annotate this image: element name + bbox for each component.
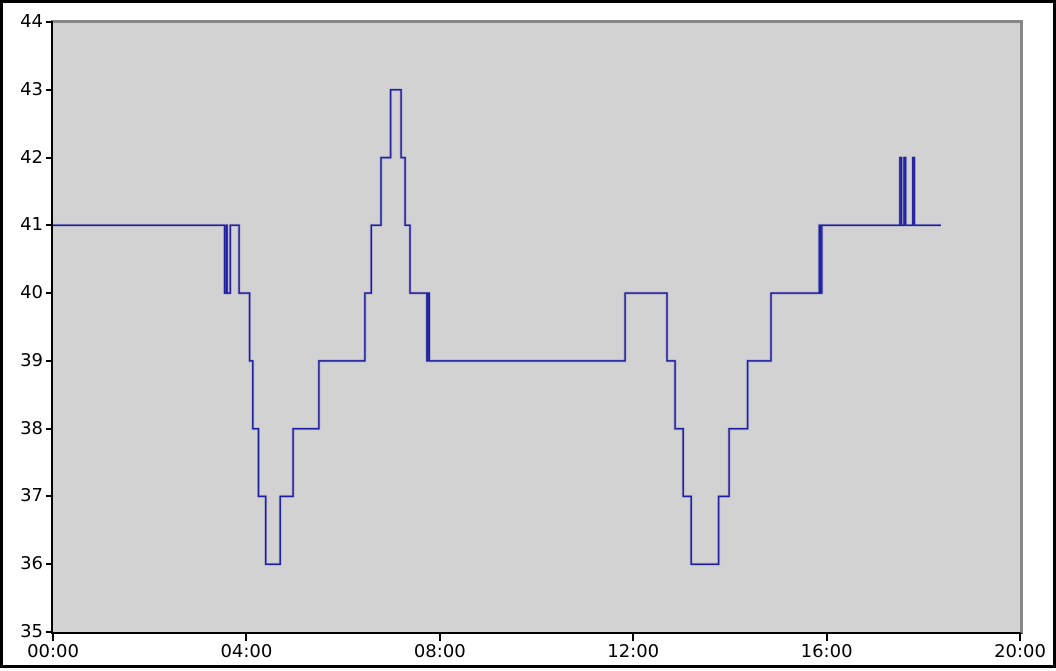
x-axis-tick xyxy=(1019,634,1021,641)
x-axis-tick xyxy=(245,634,248,641)
y-axis-tick xyxy=(46,224,53,227)
y-axis-tick xyxy=(46,427,53,430)
y-axis-tick xyxy=(46,631,53,633)
y-axis-tick-label: 37 xyxy=(20,485,43,507)
y-axis-tick-label: 41 xyxy=(20,214,43,236)
y-axis-tick-label: 42 xyxy=(20,146,43,168)
x-axis-tick xyxy=(52,634,54,641)
y-axis-tick xyxy=(46,88,53,91)
y-axis-tick xyxy=(46,495,53,498)
y-axis-tick-label: 43 xyxy=(20,78,43,100)
x-axis-tick xyxy=(825,634,828,641)
x-axis-tick-label: 12:00 xyxy=(607,641,660,662)
y-axis-tick-label: 38 xyxy=(20,417,43,439)
x-axis-tick-label: 20:00 xyxy=(994,641,1046,662)
x-axis-tick-label: 00:00 xyxy=(27,641,79,662)
x-axis-tick-label: 16:00 xyxy=(800,641,853,662)
x-axis-tick-label: 04:00 xyxy=(220,641,273,662)
y-axis-tick-label: 40 xyxy=(20,282,43,304)
y-axis-tick xyxy=(46,359,53,362)
y-axis-tick-label: 35 xyxy=(20,621,43,642)
y-axis-tick xyxy=(46,156,53,159)
x-axis-tick xyxy=(632,634,635,641)
y-axis-tick-label: 44 xyxy=(20,11,43,32)
y-axis-tick-label: 36 xyxy=(20,553,43,575)
x-axis-tick-label: 08:00 xyxy=(413,641,466,662)
y-axis-tick xyxy=(46,292,53,295)
y-axis-tick xyxy=(46,21,53,23)
x-axis-tick xyxy=(438,634,441,641)
y-axis-tick-label: 39 xyxy=(20,349,43,371)
plot-area xyxy=(51,20,1023,634)
y-axis-tick xyxy=(46,563,53,566)
